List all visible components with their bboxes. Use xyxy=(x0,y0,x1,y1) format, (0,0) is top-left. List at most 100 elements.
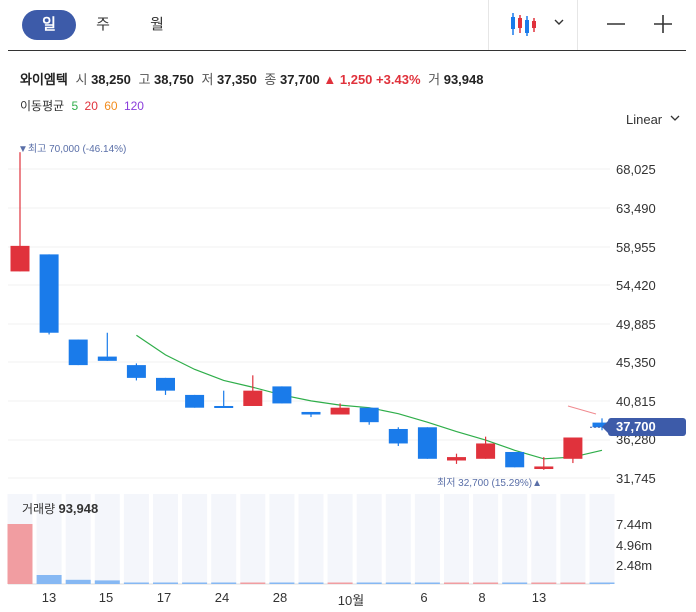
volume-column-bg xyxy=(414,494,440,584)
volume-bar xyxy=(327,582,353,584)
y-tick-label: 31,745 xyxy=(616,471,656,486)
ma-60[interactable]: 60 xyxy=(104,99,118,113)
volume-column-bg xyxy=(327,494,353,584)
volume-column-bg xyxy=(531,494,557,584)
high-label: 고 xyxy=(138,72,151,87)
volume-bar xyxy=(211,582,237,584)
high-value: 38,750 xyxy=(154,72,194,87)
volume-bar xyxy=(502,582,528,584)
candle-body xyxy=(534,466,554,470)
low-marker-label: 최저 32,700 (15.29%)▲ xyxy=(437,478,543,489)
candle-body xyxy=(388,428,408,444)
volume-column-bg xyxy=(36,494,62,584)
x-tick-label: 13 xyxy=(41,590,57,605)
volume-column-bg xyxy=(153,494,178,584)
volume-column-bg xyxy=(269,494,295,584)
chevron-down-icon xyxy=(554,19,564,25)
candle-body xyxy=(447,457,466,461)
candle-body xyxy=(243,390,263,406)
candle-body xyxy=(330,407,350,415)
volume-bar xyxy=(473,582,499,584)
volume-bar xyxy=(444,582,469,584)
volume-bar xyxy=(356,582,382,584)
volume-panel-title: 거래량 93,948 xyxy=(22,500,98,517)
x-tick-label: 17 xyxy=(156,590,172,605)
candlestick-icon xyxy=(511,13,536,36)
y-tick-label: 54,420 xyxy=(616,278,656,293)
ma-label: 이동평균 xyxy=(20,99,65,113)
x-tick-label: 28 xyxy=(272,590,288,605)
close-value: 37,700 xyxy=(280,72,320,87)
volume-bar xyxy=(36,575,62,584)
volume-column-bg xyxy=(385,494,411,584)
volume-bar xyxy=(123,582,149,584)
close-label: 종 xyxy=(264,72,277,87)
volume-column-bg xyxy=(356,494,382,584)
volume-value: 93,948 xyxy=(443,72,484,87)
tab-month[interactable]: 월 xyxy=(150,16,164,33)
ma-120[interactable]: 120 xyxy=(123,99,144,113)
volume-label: 거 xyxy=(428,72,441,87)
volume-column-bg xyxy=(298,494,324,584)
volume-bar xyxy=(65,579,91,584)
x-tick-label: 13 xyxy=(531,590,547,605)
tab-day[interactable]: 일 xyxy=(22,10,76,40)
candle-body xyxy=(156,377,175,391)
volume-bar xyxy=(240,582,266,584)
volume-column-bg xyxy=(123,494,149,584)
chart-toolbar: 일 주 월 xyxy=(0,0,696,50)
y-tick-label: 45,350 xyxy=(616,355,656,370)
volume-bar xyxy=(298,582,324,584)
candle-body xyxy=(272,386,292,404)
volume-column-bg xyxy=(182,494,208,584)
scale-dropdown[interactable]: Linear xyxy=(626,112,681,127)
volume-column-bg xyxy=(211,494,237,584)
volume-bar xyxy=(94,580,120,584)
x-tick-label: 10월 xyxy=(337,593,365,608)
scale-label: Linear xyxy=(626,112,663,127)
change-percent: +3.43% xyxy=(376,72,421,87)
x-tick-label: 6 xyxy=(420,590,428,605)
toolbar-divider xyxy=(488,0,489,50)
zoom-in-icon[interactable] xyxy=(653,14,673,34)
stock-name: 와이엠텍 xyxy=(20,72,68,87)
volume-bar xyxy=(7,524,33,584)
volume-column-bg xyxy=(502,494,528,584)
candle-type-button[interactable] xyxy=(500,10,576,40)
volume-column-bg xyxy=(65,494,91,584)
volume-bar xyxy=(385,582,411,584)
volume-column-bg xyxy=(240,494,266,584)
chevron-down-icon xyxy=(670,115,680,121)
candle-body xyxy=(126,365,146,378)
tab-week[interactable]: 주 xyxy=(96,16,110,33)
volume-bar xyxy=(414,582,440,584)
open-label: 시 xyxy=(75,72,88,87)
candle-body xyxy=(97,356,117,361)
volume-column-bg xyxy=(560,494,586,584)
low-label: 저 xyxy=(201,72,214,87)
change-value: ▲ 1,250 xyxy=(323,72,373,87)
current-price-tag: 37,700 xyxy=(602,418,686,436)
stock-summary: 와이엠텍 시 38,250 고 38,750 저 37,350 종 37,700… xyxy=(20,69,483,88)
candle-body xyxy=(563,437,583,459)
volume-bar xyxy=(560,582,586,584)
volume-bar xyxy=(182,582,208,584)
ma-20[interactable]: 20 xyxy=(84,99,98,113)
open-value: 38,250 xyxy=(91,72,131,87)
ma-5[interactable]: 5 xyxy=(71,99,79,113)
candle-body xyxy=(39,254,59,333)
candle-body xyxy=(476,443,496,459)
x-tick-label: 8 xyxy=(478,590,486,605)
x-tick-label: 24 xyxy=(214,590,230,605)
volume-bar xyxy=(589,582,615,584)
toolbar-divider xyxy=(577,0,578,50)
candle-body xyxy=(185,394,205,408)
y-tick-label: 49,885 xyxy=(616,317,656,332)
zoom-out-icon[interactable] xyxy=(606,14,626,34)
volume-column-bg xyxy=(94,494,120,584)
toolbar-border xyxy=(8,50,686,51)
volume-bar xyxy=(269,582,295,584)
volume-column-bg xyxy=(589,494,615,584)
candle-body xyxy=(10,245,30,272)
